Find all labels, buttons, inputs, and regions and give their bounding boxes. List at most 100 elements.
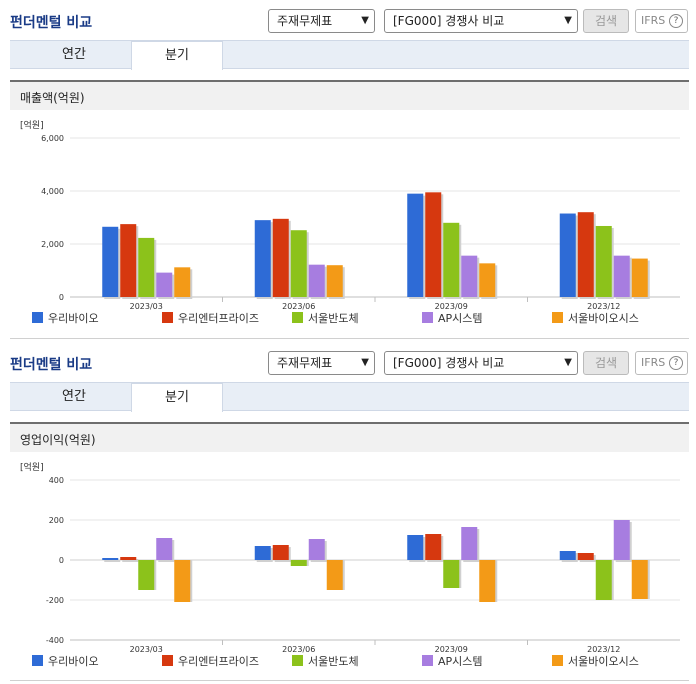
bar — [631, 560, 648, 599]
bar — [290, 560, 307, 566]
legend-swatch — [552, 655, 563, 666]
y-tick-label: 4,000 — [41, 187, 64, 196]
bar-shadow — [104, 560, 121, 562]
panel-title: 펀더멘털 비교 — [10, 15, 93, 31]
bar — [613, 520, 630, 560]
bar — [425, 534, 442, 560]
legend-label: 서울바이오시스 — [568, 312, 639, 325]
legend-label: 우리엔터프라이즈 — [178, 312, 259, 325]
bar — [156, 538, 173, 560]
bar — [443, 222, 460, 297]
y-tick-label: 2,000 — [41, 240, 64, 249]
panel-divider — [10, 680, 689, 681]
bar — [174, 267, 191, 297]
panel-header: 펀더멘털 비교 주재무제표 ▼ [FG000] 경쟁사 비교 ▼ 검색 IFRS… — [0, 0, 696, 40]
panel-title: 펀더멘털 비교 — [10, 357, 93, 373]
x-tick-label: 2023/03 — [130, 645, 163, 654]
bar — [443, 560, 460, 588]
legend-swatch — [32, 312, 43, 323]
statement-type-value: 주재무제표 — [277, 356, 333, 370]
bar — [326, 265, 343, 297]
statement-type-value: 주재무제표 — [277, 14, 333, 28]
legend-swatch — [292, 312, 303, 323]
x-tick-label: 2023/03 — [130, 302, 163, 311]
comparison-group-select[interactable]: [FG000] 경쟁사 비교 ▼ — [384, 9, 578, 33]
panel-divider — [10, 338, 689, 339]
bar — [120, 557, 137, 560]
x-tick-label: 2023/12 — [587, 645, 620, 654]
legend-label: 서울바이오시스 — [568, 655, 639, 668]
bar — [479, 560, 496, 602]
y-tick-label: 400 — [49, 476, 64, 485]
chevron-down-icon: ▼ — [361, 15, 369, 26]
comparison-group-select[interactable]: [FG000] 경쟁사 비교 ▼ — [384, 351, 578, 375]
bar — [407, 193, 424, 297]
legend-swatch — [162, 312, 173, 323]
bar — [138, 560, 155, 590]
operating-profit-bar-chart: [억원] -400 -200 0 200 400 2023/03 2023/06 2023/09… — [20, 461, 680, 668]
y-tick-label: 200 — [49, 516, 64, 525]
x-tick-label: 2023/09 — [435, 645, 468, 654]
help-icon: ? — [669, 356, 683, 370]
chevron-down-icon: ▼ — [564, 357, 572, 368]
legend-label: 서울반도체 — [308, 655, 359, 668]
x-tick-label: 2023/12 — [587, 302, 620, 311]
help-icon: ? — [669, 14, 683, 28]
section-header: 매출액(억원) — [10, 80, 689, 110]
legend-label: 우리바이오 — [48, 312, 99, 325]
tab-quarterly[interactable]: 분기 — [131, 41, 223, 70]
tab-quarterly[interactable]: 분기 — [131, 383, 223, 412]
bar — [577, 212, 594, 297]
bar — [254, 546, 271, 560]
chevron-down-icon: ▼ — [361, 357, 369, 368]
period-tabs: 연간 분기 — [10, 382, 689, 412]
bar — [308, 539, 325, 560]
comparison-group-value: [FG000] 경쟁사 비교 — [393, 14, 505, 28]
legend-swatch — [422, 655, 433, 666]
bar — [425, 192, 442, 297]
legend-swatch — [32, 655, 43, 666]
legend-swatch — [162, 655, 173, 666]
y-tick-label: -200 — [46, 596, 64, 605]
bar — [595, 560, 612, 600]
revenue-bar-chart: [억원] 0 2,000 4,000 6,000 2023/03 2023/06 2023/0… — [20, 119, 680, 325]
bar — [479, 263, 496, 297]
bar — [102, 558, 119, 560]
legend-label: AP시스템 — [438, 312, 483, 325]
legend-swatch — [552, 312, 563, 323]
bar — [254, 220, 271, 297]
bar — [102, 226, 119, 297]
section-title: 영업이익(억원) — [20, 433, 96, 447]
tab-annual[interactable]: 연간 — [62, 47, 86, 62]
bar — [326, 560, 343, 590]
ifrs-label: IFRS — [641, 14, 666, 27]
bar — [461, 527, 478, 560]
bar — [407, 535, 424, 560]
bar — [308, 264, 325, 297]
y-tick-label: 0 — [59, 556, 64, 565]
bar — [290, 230, 307, 297]
legend-label: 서울반도체 — [308, 312, 359, 325]
ifrs-help-button[interactable]: IFRS ? — [635, 351, 688, 375]
bar — [120, 224, 137, 297]
tab-annual[interactable]: 연간 — [62, 389, 86, 404]
section-title: 매출액(억원) — [20, 91, 85, 105]
statement-type-select[interactable]: 주재무제표 ▼ — [268, 351, 375, 375]
ifrs-help-button[interactable]: IFRS ? — [635, 9, 688, 33]
search-button[interactable]: 검색 — [583, 351, 629, 375]
bar — [595, 225, 612, 297]
bar — [559, 551, 576, 560]
y-unit-label: [억원] — [20, 119, 44, 131]
bar — [138, 237, 155, 297]
bar — [461, 255, 478, 297]
statement-type-select[interactable]: 주재무제표 ▼ — [268, 9, 375, 33]
legend-label: AP시스템 — [438, 655, 483, 668]
y-tick-label: 0 — [59, 293, 64, 302]
bar — [613, 255, 630, 297]
bar — [174, 560, 191, 602]
fundamental-panel-operating-profit: 펀더멘털 비교 주재무제표 ▼ [FG000] 경쟁사 비교 ▼ 검색 IFRS… — [0, 342, 696, 684]
section-header: 영업이익(억원) — [10, 422, 689, 452]
fundamental-panel-revenue: 펀더멘털 비교 주재무제표 ▼ [FG000] 경쟁사 비교 ▼ 검색 IFRS… — [0, 0, 696, 341]
legend-label: 우리엔터프라이즈 — [178, 655, 259, 668]
search-button[interactable]: 검색 — [583, 9, 629, 33]
